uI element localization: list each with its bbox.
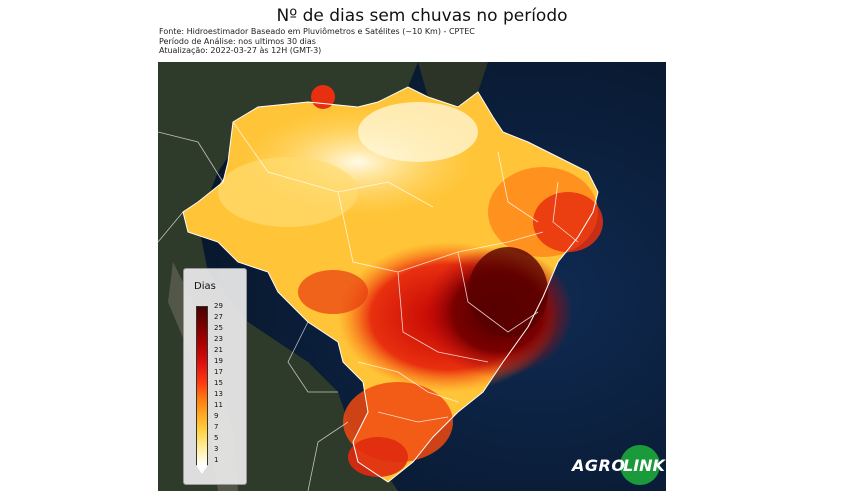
legend-tick: 11 (214, 401, 223, 409)
period-text: Período de Análise: nos ultimos 30 dias (159, 36, 316, 46)
legend-tick: 3 (214, 445, 219, 453)
legend-tick: 21 (214, 346, 223, 354)
legend-tick: 27 (214, 313, 223, 321)
agrolink-logo: AGRO LINK (572, 443, 665, 487)
logo-text-right: LINK (623, 456, 665, 475)
amapa-red-spot (311, 85, 335, 109)
legend-tick: 1 (214, 456, 219, 464)
country-borders (158, 131, 349, 491)
legend-tick: 5 (214, 434, 219, 442)
state-borders (232, 121, 579, 423)
map-title: Nº de dias sem chuvas no período (276, 6, 568, 26)
legend-tick: 23 (214, 335, 223, 343)
legend-tick: 13 (214, 390, 223, 398)
logo-text-left: AGRO (572, 456, 626, 475)
updated-text: Atualização: 2022-03-27 às 12H (GMT-3) (159, 46, 322, 55)
brazil-border (182, 86, 599, 483)
legend-tick: 19 (214, 357, 223, 365)
amazon-pale-zone (358, 102, 478, 162)
legend-tick: 15 (214, 379, 223, 387)
guianas-land (418, 62, 488, 107)
mato-grosso-red-zone (298, 270, 368, 314)
core-max-days (468, 247, 548, 337)
days-legend: Dias 29 27 25 23 21 19 17 15 13 11 9 7 5… (183, 268, 247, 485)
legend-colorbar-tip (196, 465, 208, 474)
legend-tick: 9 (214, 412, 219, 420)
northeast-red-zone (533, 192, 603, 252)
legend-tick: 17 (214, 368, 223, 376)
logo-globe-icon (620, 445, 660, 485)
legend-title: Dias (194, 281, 216, 292)
legend-tick: 29 (214, 302, 223, 310)
map-metadata: Fonte: Hidroestimador Baseado em Pluviôm… (159, 27, 475, 56)
legend-tick-labels: 29 27 25 23 21 19 17 15 13 11 9 7 5 3 1 (214, 302, 242, 468)
legend-colorbar (196, 306, 208, 466)
west-yellow-zone (218, 157, 358, 227)
rs-red-zone (348, 437, 408, 477)
source-text: Fonte: Hidroestimador Baseado em Pluviôm… (159, 27, 475, 36)
legend-tick: 25 (214, 324, 223, 332)
legend-tick: 7 (214, 423, 219, 431)
